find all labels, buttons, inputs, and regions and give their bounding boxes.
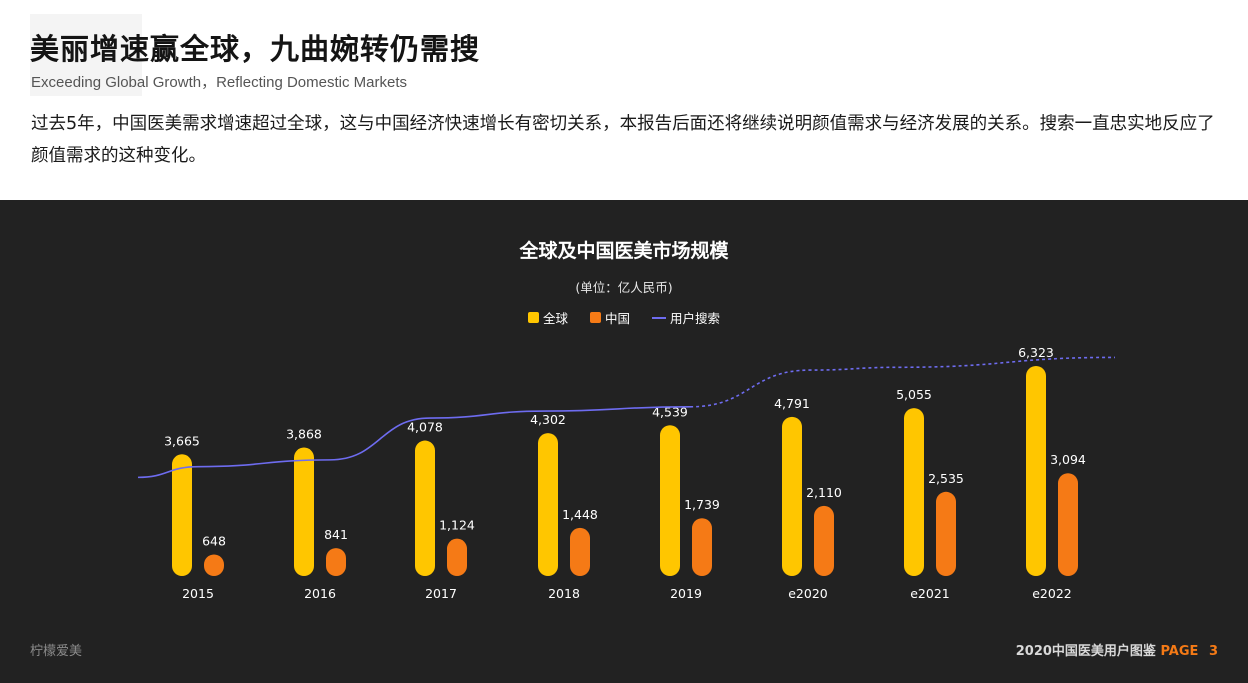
label-global-2015: 3,665 (164, 433, 200, 448)
legend-swatch-china (589, 312, 601, 323)
legend-swatch-global (527, 312, 539, 323)
label-global-2016: 3,868 (286, 427, 322, 442)
bar-china-e2021 (936, 491, 956, 576)
bar-china-2017 (447, 538, 467, 576)
x-tick-2016: 2016 (304, 586, 336, 601)
label-china-2019: 1,739 (684, 497, 720, 512)
bar-china-2018 (570, 527, 590, 576)
label-global-2017: 4,078 (407, 420, 443, 435)
search-line-actual (137, 405, 691, 479)
bar-global-e2022 (1026, 366, 1046, 576)
bar-china-2015 (204, 554, 224, 576)
label-global-e2020: 4,791 (774, 396, 810, 411)
bar-china-e2022 (1058, 473, 1078, 576)
legend-item-search: 用户搜索 (652, 308, 720, 327)
bar-china-e2020 (814, 505, 834, 576)
label-china-2015: 648 (202, 533, 226, 548)
legend-item-global: 全球 (527, 308, 568, 327)
bar-global-2016 (294, 447, 314, 576)
legend-label-search: 用户搜索 (670, 311, 721, 326)
x-tick-e2020: e2020 (788, 586, 828, 601)
bar-global-2017 (415, 440, 435, 576)
label-china-2017: 1,124 (439, 518, 475, 533)
label-global-2019: 4,539 (652, 404, 688, 419)
page-description: 过去5年，中国医美需求增速超过全球，这与中国经济快速增长有密切关系，本报告后面还… (31, 114, 1215, 166)
bar-global-2019 (660, 425, 680, 576)
label-china-2018: 1,448 (562, 507, 598, 522)
footer-report-name: 2020中国医美用户图鉴 (1015, 644, 1156, 659)
chart-legend: 全球 中国 用户搜索 (0, 308, 1248, 327)
x-tick-2019: 2019 (670, 586, 702, 601)
legend-label-china: 中国 (604, 311, 630, 326)
x-tick-2018: 2018 (548, 586, 580, 601)
label-global-e2021: 5,055 (896, 387, 932, 402)
chart-unit: (单位：亿人民币) (575, 280, 673, 295)
label-china-e2020: 2,110 (806, 485, 842, 500)
bar-china-2016 (326, 548, 346, 576)
page-subtitle: Exceeding Global Growth，Reflecting Domes… (31, 74, 407, 91)
x-tick-2017: 2017 (425, 586, 457, 601)
title-decoration (30, 14, 142, 96)
label-china-e2022: 3,094 (1050, 452, 1086, 467)
x-tick-2015: 2015 (182, 586, 214, 601)
bar-global-2015 (172, 454, 192, 576)
footer-page-label: PAGE (1160, 644, 1199, 659)
legend-label-global: 全球 (542, 311, 568, 326)
legend-item-china: 中国 (589, 308, 630, 327)
footer-brand: 柠檬爱美 (30, 644, 83, 659)
search-line-forecast (689, 356, 1116, 408)
x-tick-e2021: e2021 (910, 586, 950, 601)
bar-global-e2020 (782, 416, 802, 576)
bar-china-2019 (692, 518, 712, 576)
label-global-2018: 4,302 (530, 412, 566, 427)
label-global-e2022: 6,323 (1018, 345, 1054, 360)
legend-swatch-search (652, 316, 666, 319)
bar-global-e2021 (904, 408, 924, 576)
label-china-e2021: 2,535 (928, 471, 964, 486)
footer-report: 2020中国医美用户图鉴 PAGE 3 (1016, 640, 1218, 659)
x-tick-e2022: e2022 (1032, 586, 1072, 601)
label-china-2016: 841 (324, 527, 348, 542)
chart-title: 全球及中国医美市场规模 (519, 240, 729, 262)
page-title: 美丽增速赢全球，九曲婉转仍需搜 (30, 32, 481, 66)
footer-page-number: 3 (1208, 644, 1218, 659)
bar-global-2018 (538, 433, 558, 576)
